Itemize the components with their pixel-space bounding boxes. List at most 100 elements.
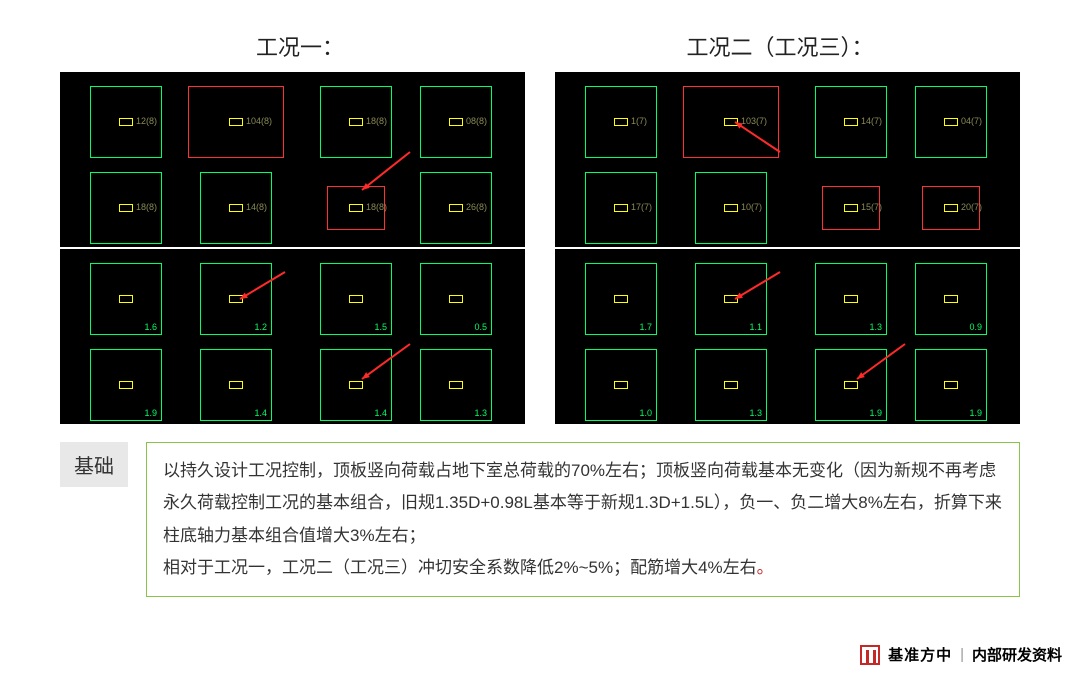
column-marker <box>944 295 958 303</box>
cell-label: 14(7) <box>861 116 882 126</box>
cad-cell: 14(7) <box>815 86 887 158</box>
cell-label: 0.9 <box>969 322 982 332</box>
title-left: 工况一： <box>60 30 540 62</box>
cell-label: 1.9 <box>144 408 157 418</box>
cell-label: 12(8) <box>136 116 157 126</box>
cad-cell: 1.3 <box>420 349 492 421</box>
cad-cell: 1.2 <box>200 263 272 335</box>
cell-label: 1.3 <box>749 408 762 418</box>
cell-label: 1.6 <box>144 322 157 332</box>
cell-label: 1.3 <box>474 408 487 418</box>
note-box: 以持久设计工况控制，顶板竖向荷载占地下室总荷载的70%左右；顶板竖向荷载基本无变… <box>146 442 1020 597</box>
cad-cell: 1.6 <box>90 263 162 335</box>
cad-cell: 1.7 <box>585 263 657 335</box>
column-marker <box>944 381 958 389</box>
cell-label: 17(7) <box>631 202 652 212</box>
cad-cell: 1.9 <box>815 349 887 421</box>
cell-label: 1.4 <box>254 408 267 418</box>
cad-cell: 1(7) <box>585 86 657 158</box>
cad-cell: 1.9 <box>90 349 162 421</box>
footer-sub: 内部研发资料 <box>972 644 1062 665</box>
cad-cell: 0.5 <box>420 263 492 335</box>
cad-cell: 10(7) <box>695 172 767 244</box>
column-marker <box>944 204 958 212</box>
cell-label: 103(7) <box>741 116 767 126</box>
cad-cell: 18(8) <box>327 186 385 230</box>
column-marker <box>724 204 738 212</box>
annotation-arrow <box>555 249 556 250</box>
cad-cell: 1.9 <box>915 349 987 421</box>
cell-label: 18(8) <box>136 202 157 212</box>
cell-label: 1.2 <box>254 322 267 332</box>
cad-cell: 1.1 <box>695 263 767 335</box>
cell-label: 04(7) <box>961 116 982 126</box>
column-marker <box>844 118 858 126</box>
column-marker <box>349 381 363 389</box>
cad-cell: 08(8) <box>420 86 492 158</box>
cell-label: 1.0 <box>639 408 652 418</box>
cad-cell: 1.3 <box>695 349 767 421</box>
cad-cell: 18(8) <box>320 86 392 158</box>
cell-label: 104(8) <box>246 116 272 126</box>
column-marker <box>614 204 628 212</box>
column-marker <box>119 204 133 212</box>
column-marker <box>349 118 363 126</box>
note-line1: 以持久设计工况控制，顶板竖向荷载占地下室总荷载的70%左右；顶板竖向荷载基本无变… <box>163 455 1003 552</box>
column-marker <box>614 381 628 389</box>
column-marker <box>349 204 363 212</box>
cell-label: 1.4 <box>374 408 387 418</box>
column-marker <box>614 118 628 126</box>
cell-label: 20(7) <box>961 202 982 212</box>
cad-cell: 1.0 <box>585 349 657 421</box>
column-marker <box>119 295 133 303</box>
cad-cell: 103(7) <box>683 86 779 158</box>
cad-cell: 0.9 <box>915 263 987 335</box>
note-line2: 相对于工况一，工况二（工况三）冲切安全系数降低2%~5%；配筋增大4%左右。 <box>163 552 1003 584</box>
cad-cell: 1.5 <box>320 263 392 335</box>
footer-brand: 基准方中 <box>888 644 952 665</box>
column-marker <box>844 204 858 212</box>
title-right: 工况二（工况三）： <box>540 30 1020 62</box>
cad-cell: 18(8) <box>90 172 162 244</box>
column-marker <box>229 381 243 389</box>
cell-label: 18(8) <box>366 202 387 212</box>
cell-label: 1(7) <box>631 116 647 126</box>
cad-cell: 04(7) <box>915 86 987 158</box>
cell-label: 1.9 <box>869 408 882 418</box>
annotation-arrow <box>60 249 61 250</box>
cell-label: 10(7) <box>741 202 762 212</box>
cell-label: 14(8) <box>246 202 267 212</box>
cell-label: 1.3 <box>869 322 882 332</box>
note-badge: 基础 <box>60 442 128 487</box>
cad-panel-right-top: 1(7) 103(7) 14(7) 04(7) 17(7) 10(7) 15(7) 20(7) <box>555 72 1020 247</box>
cad-cell: 1.4 <box>320 349 392 421</box>
cell-label: 18(8) <box>366 116 387 126</box>
cell-label: 0.5 <box>474 322 487 332</box>
cad-cell: 15(7) <box>822 186 880 230</box>
cad-cell: 104(8) <box>188 86 284 158</box>
column-marker <box>844 295 858 303</box>
cad-panel-left-bottom: 1.6 1.2 1.5 0.5 1.9 1.4 1.4 1.3 <box>60 249 525 424</box>
cell-label: 15(7) <box>861 202 882 212</box>
column-marker <box>724 381 738 389</box>
column-marker <box>119 381 133 389</box>
cad-panel-left-top: 12(8) 104(8) 18(8) 08(8) 18(8) 14(8) 18(8) 26(8… <box>60 72 525 247</box>
cell-label: 1.9 <box>969 408 982 418</box>
cell-label: 1.7 <box>639 322 652 332</box>
cad-cell: 1.3 <box>815 263 887 335</box>
footer: 基准方中 | 内部研发资料 <box>860 644 1062 665</box>
column-marker <box>229 204 243 212</box>
annotation-arrow <box>555 72 556 73</box>
cad-cell: 12(8) <box>90 86 162 158</box>
column-marker <box>449 204 463 212</box>
cell-label: 08(8) <box>466 116 487 126</box>
column-marker <box>229 118 243 126</box>
footer-divider: | <box>960 646 964 663</box>
cad-cell: 17(7) <box>585 172 657 244</box>
cad-cell: 1.4 <box>200 349 272 421</box>
cell-label: 1.5 <box>374 322 387 332</box>
cad-cell: 26(8) <box>420 172 492 244</box>
cad-cell: 20(7) <box>922 186 980 230</box>
column-marker <box>449 295 463 303</box>
column-marker <box>119 118 133 126</box>
